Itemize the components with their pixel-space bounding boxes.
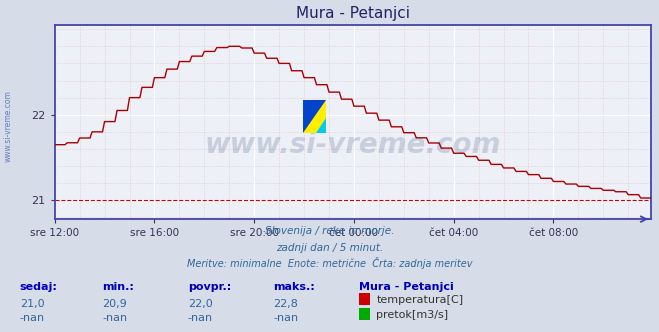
Text: -nan: -nan — [20, 313, 45, 323]
Title: Mura - Petanjci: Mura - Petanjci — [296, 6, 410, 21]
Text: 22,8: 22,8 — [273, 299, 299, 309]
Text: Slovenija / reke in morje.: Slovenija / reke in morje. — [265, 226, 394, 236]
Text: pretok[m3/s]: pretok[m3/s] — [376, 310, 448, 320]
Text: -nan: -nan — [273, 313, 299, 323]
Text: -nan: -nan — [188, 313, 213, 323]
Text: Mura - Petanjci: Mura - Petanjci — [359, 283, 454, 292]
Polygon shape — [303, 100, 326, 133]
Text: 22,0: 22,0 — [188, 299, 213, 309]
Text: maks.:: maks.: — [273, 283, 315, 292]
Text: -nan: -nan — [102, 313, 127, 323]
Text: 21,0: 21,0 — [20, 299, 44, 309]
Text: povpr.:: povpr.: — [188, 283, 231, 292]
Text: www.si-vreme.com: www.si-vreme.com — [3, 90, 13, 162]
Polygon shape — [303, 100, 326, 133]
Text: www.si-vreme.com: www.si-vreme.com — [205, 131, 501, 159]
Text: sedaj:: sedaj: — [20, 283, 57, 292]
Polygon shape — [316, 118, 326, 133]
Text: 20,9: 20,9 — [102, 299, 127, 309]
Text: Meritve: minimalne  Enote: metrične  Črta: zadnja meritev: Meritve: minimalne Enote: metrične Črta:… — [186, 257, 473, 269]
Text: min.:: min.: — [102, 283, 134, 292]
Text: temperatura[C]: temperatura[C] — [376, 295, 463, 305]
Text: zadnji dan / 5 minut.: zadnji dan / 5 minut. — [276, 243, 383, 253]
